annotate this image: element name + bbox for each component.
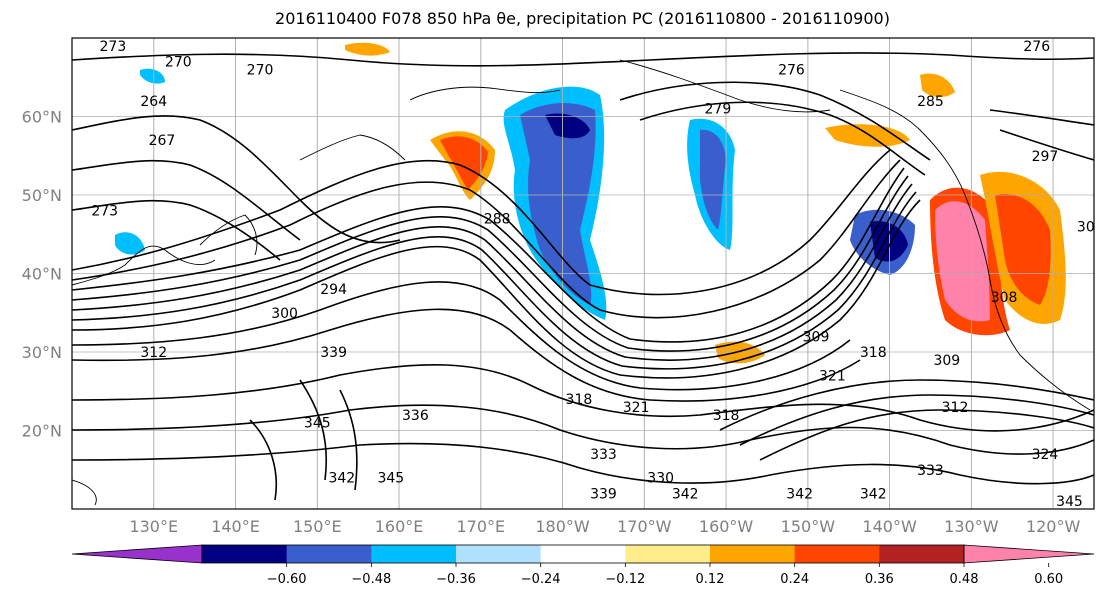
- lon-tick-label: 150°E: [293, 517, 342, 536]
- lat-tick-label: 30°N: [22, 343, 62, 362]
- colorbar-segment: [540, 545, 626, 563]
- map-content: [72, 38, 1094, 509]
- lon-tick-label: 180°W: [535, 517, 590, 536]
- colorbar-tick-label: −0.24: [521, 572, 561, 587]
- lon-tick-label: 130°W: [944, 517, 999, 536]
- map-title: 2016110400 F078 850 hPa θe, precipitatio…: [275, 9, 890, 28]
- contour-label: 273: [100, 39, 127, 55]
- lat-tick-label: 60°N: [22, 108, 62, 127]
- contour-label: 309: [933, 353, 960, 369]
- colorbar-tick-label: −0.12: [605, 572, 645, 587]
- colorbar-segment: [286, 545, 372, 563]
- contour-label: 312: [942, 400, 969, 416]
- lon-tick-label: 140°E: [211, 517, 260, 536]
- contour-label: 339: [320, 345, 347, 361]
- colorbar: −0.60 −0.48 −0.36 −0.24 −0.12 0.12 0.24 0.36 0.4…: [71, 544, 1095, 587]
- contour-label: 318: [713, 408, 740, 424]
- contour-label: 279: [705, 102, 732, 118]
- lon-tick-label: 160°E: [375, 517, 424, 536]
- lon-tick-label: 160°W: [699, 517, 754, 536]
- lon-tick-label: 170°W: [617, 517, 672, 536]
- contour-label: 309: [803, 329, 830, 345]
- contour-label: 273: [91, 204, 118, 220]
- contour-label: 339: [590, 486, 617, 502]
- colorbar-tick-label: −0.60: [267, 572, 307, 587]
- contour-label: 276: [1023, 39, 1050, 55]
- map-frame: [71, 37, 1095, 510]
- contour-label: 342: [860, 486, 887, 502]
- longitude-axis: 130°E 140°E 150°E 160°E 170°E 180°W 170°W 160°W…: [129, 517, 1080, 536]
- contour-label: 294: [320, 282, 347, 298]
- contour-label: 333: [590, 447, 617, 463]
- contour-label: 342: [328, 471, 355, 487]
- contour-label: 267: [149, 133, 176, 149]
- lon-tick-label: 120°W: [1026, 517, 1081, 536]
- contour-label: 342: [786, 486, 813, 502]
- colorbar-segment: [371, 545, 457, 563]
- contour-label: 345: [1056, 494, 1083, 510]
- latitude-axis: 20°N 30°N 40°N 50°N 60°N: [22, 108, 62, 441]
- theta-e-contours: [72, 52, 1094, 501]
- colorbar-segment: [625, 545, 711, 563]
- contour-label: 333: [917, 463, 944, 479]
- contour-label: 264: [140, 94, 167, 110]
- contour-label: 321: [623, 400, 650, 416]
- lon-tick-label: 170°E: [456, 517, 505, 536]
- lon-tick-label: 140°W: [862, 517, 917, 536]
- precipitation-shading: [115, 42, 1066, 364]
- colorbar-tick-label: 0.12: [696, 572, 725, 587]
- lat-tick-label: 20°N: [22, 422, 62, 441]
- contour-label: 270: [165, 55, 192, 71]
- contour-label: 330: [647, 471, 674, 487]
- colorbar-segment: [794, 545, 880, 563]
- colorbar-segment: [456, 545, 542, 563]
- colorbar-tick-label: 0.60: [1034, 572, 1063, 587]
- colorbar-outline: [201, 544, 965, 564]
- contour-label: 345: [304, 416, 331, 432]
- contour-label: 276: [778, 62, 805, 78]
- contour-label: 324: [1032, 447, 1059, 463]
- lon-tick-label: 130°E: [129, 517, 178, 536]
- contour-label: 297: [1032, 149, 1059, 165]
- contour-label: 336: [402, 408, 429, 424]
- contour-labels: 273 270 270 264 267 273 276 279 276 285 297 288 294 3…: [91, 39, 1094, 510]
- colorbar-segment: [710, 545, 796, 563]
- contour-label: 318: [566, 392, 593, 408]
- contour-label: 321: [819, 369, 846, 385]
- contour-label: 345: [377, 471, 404, 487]
- contour-label: 30: [1077, 219, 1095, 235]
- contour-label: 318: [860, 345, 887, 361]
- colorbar-segment: [879, 545, 965, 563]
- colorbar-segment: [202, 545, 288, 563]
- coastlines: [72, 59, 1091, 506]
- contour-label: 308: [991, 290, 1018, 306]
- colorbar-extend-min: [71, 544, 203, 564]
- colorbar-tick-label: 0.48: [950, 572, 979, 587]
- colorbar-tick-label: −0.48: [351, 572, 391, 587]
- colorbar-tick-label: −0.36: [436, 572, 476, 587]
- lon-tick-label: 150°W: [781, 517, 836, 536]
- lat-tick-label: 40°N: [22, 265, 62, 284]
- contour-label: 285: [917, 94, 944, 110]
- colorbar-tick-label: 0.36: [865, 572, 894, 587]
- lat-tick-label: 50°N: [22, 186, 62, 205]
- colorbar-tick-label: 0.24: [780, 572, 809, 587]
- colorbar-extend-max: [963, 544, 1095, 564]
- contour-label: 312: [140, 345, 167, 361]
- contour-label: 342: [672, 486, 699, 502]
- contour-label: 300: [271, 306, 298, 322]
- contour-label: 288: [484, 212, 511, 228]
- contour-label: 270: [247, 62, 274, 78]
